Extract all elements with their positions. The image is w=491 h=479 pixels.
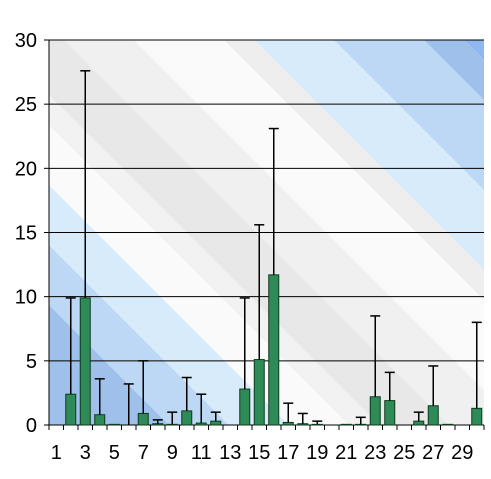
bar-3 [79,297,91,426]
bar-12 [210,420,222,426]
x-tick-label-29: 29 [451,442,473,464]
y-tick-label-0: 0 [26,415,37,437]
x-tick-label-5: 5 [109,442,120,464]
bar-27 [427,405,439,426]
axes [44,39,485,430]
bar-26 [413,420,425,426]
y-tick-labels: 0 5 10 15 20 25 30 [15,30,37,437]
y-tick-label-15: 15 [15,223,37,245]
x-tick-label-21: 21 [335,442,357,464]
x-tick-label-11: 11 [191,442,212,464]
bar-5 [108,423,120,426]
background-band-7 [0,0,491,425]
y-tick-label-20: 20 [15,158,37,180]
bar-4 [94,414,106,426]
bar-17 [282,421,294,426]
bar-24 [384,400,396,426]
background-band-10 [334,40,484,190]
y-tick-label-10: 10 [15,287,37,309]
bar-16 [268,274,280,426]
background-band-11 [424,40,484,100]
x-tick-label-9: 9 [167,442,178,464]
background-band-12 [464,40,484,60]
bar-2 [65,393,77,426]
bar-10 [181,410,193,426]
bar-23 [369,396,381,426]
bar-19 [311,423,323,426]
bar-18 [297,423,309,426]
bar-9 [166,423,178,426]
x-tick-label-27: 27 [422,442,444,464]
x-tick-label-1: 1 [51,442,62,464]
y-tick-label-25: 25 [15,94,37,116]
background-band-9 [254,40,484,270]
x-tick-labels: 1 3 5 7 9 11 13 15 17 19 21 23 25 27 29 [51,442,474,464]
x-tick-label-19: 19 [306,442,328,464]
bar-7 [137,412,149,426]
x-tick-label-17: 17 [277,442,299,464]
bar-21 [340,423,352,426]
bar-14 [239,388,251,426]
bars [65,274,483,426]
background-band-8 [224,40,484,300]
x-tick-label-7: 7 [138,442,149,464]
x-tick-label-13: 13 [219,442,241,464]
bar-30 [471,407,483,426]
error-bars [65,70,482,425]
bar-15 [253,359,265,426]
x-tick-label-3: 3 [80,442,91,464]
x-tick-label-23: 23 [364,442,386,464]
x-tick-label-25: 25 [393,442,415,464]
bar-8 [152,423,164,426]
y-tick-label-30: 30 [15,30,37,52]
x-tick-label-15: 15 [248,442,270,464]
gridlines [49,39,484,362]
bar-11 [195,422,207,426]
y-tick-label-5: 5 [26,351,37,373]
bar-28 [442,423,454,426]
bar-22 [355,423,367,426]
